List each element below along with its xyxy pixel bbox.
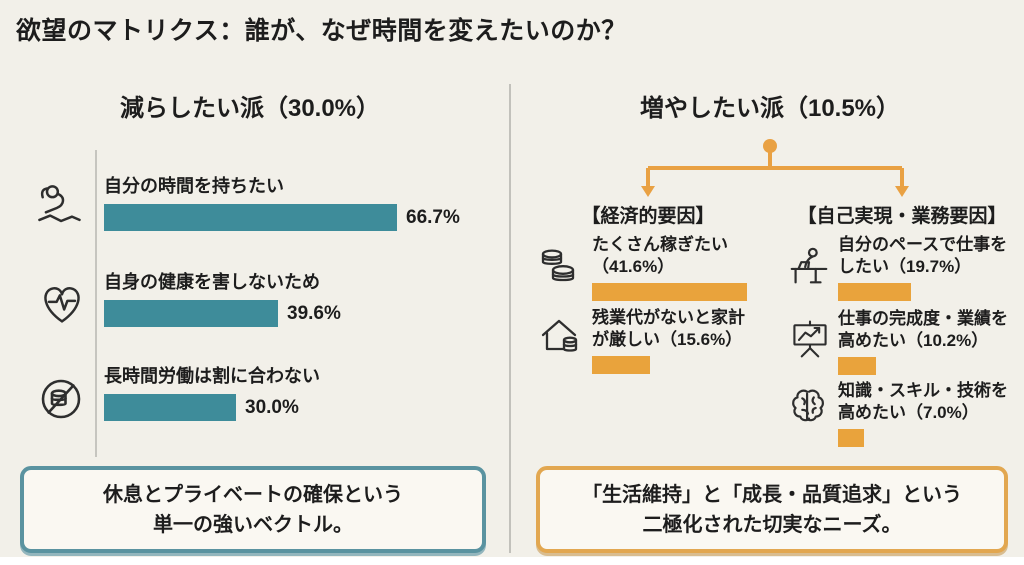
reduce-summary-box: 休息とプライベートの確保という 単一の強いベクトル。 [20,466,486,553]
bar-skills [838,429,864,447]
increase-item-work-quality: 仕事の完成度・業績を 高めたい（10.2%） [838,308,1024,375]
bar-not-worth [104,394,236,421]
bar-own-time [104,204,397,231]
brain-icon [786,384,832,430]
bottom-margin [0,557,1024,565]
left-axis-line [95,150,97,457]
right-panel-header: 増やしたい派（10.5%） [639,95,901,122]
increase-item-household-budget: 残業代がないと家計 が厳しい（15.6%） [592,307,802,374]
bar-work-quality [838,357,876,375]
bar-earn-more [592,283,747,301]
bar-label: 長時間労働は割に合わない [104,366,320,386]
item-label: 仕事の完成度・業績を 高めたい（10.2%） [838,309,1008,350]
no-overtime-pay-icon [34,372,88,426]
bar-value: 39.6% [287,302,341,324]
house-coins-icon [538,314,586,362]
bar-household-budget [592,356,650,374]
item-label: たくさん稼ぎたい （41.6%） [592,235,728,276]
heart-pulse-icon [36,277,88,329]
bar-health [104,300,278,327]
increase-item-skills: 知識・スキル・技術を 高めたい（7.0%） [838,380,1024,447]
increase-summary-box: 「生活維持」と「成長・品質追求」という 二極化された切実なニーズ。 [536,466,1008,553]
branch-label-economic: 【経済的要因】 [581,206,715,227]
performance-chart-icon [788,317,832,361]
panel-divider [509,84,511,553]
coin-stack-icon [534,243,582,291]
bar-value: 66.7% [406,206,460,228]
branch-label-self-realization: 【自己実現・業務要因】 [797,206,1007,227]
reduce-row-not-worth: 長時間労働は割に合わない 30.0% [104,362,504,421]
relaxing-person-icon [34,182,86,234]
branch-connector [641,139,909,197]
bar-label: 自身の健康を害しないため [104,272,320,292]
left-panel-header: 減らしたい派（30.0%） [119,95,381,122]
increase-item-own-pace: 自分のペースで仕事を したい（19.7%） [838,234,1024,301]
item-label: 自分のペースで仕事を したい（19.7%） [838,235,1008,276]
desk-worker-icon [786,244,832,290]
reduce-row-own-time: 自分の時間を持ちたい 66.7% [104,172,504,231]
page-title: 欲望のマトリクス：誰が、なぜ時間を変えたいのか？ [16,17,627,45]
item-label: 残業代がないと家計 が厳しい（15.6%） [592,308,745,349]
bar-value: 30.0% [245,396,299,418]
item-label: 知識・スキル・技術を 高めたい（7.0%） [838,381,1008,422]
reduce-row-health: 自身の健康を害しないため 39.6% [104,268,504,327]
bar-own-pace [838,283,911,301]
increase-item-earn-more: たくさん稼ぎたい （41.6%） [592,234,802,301]
bar-label: 自分の時間を持ちたい [104,176,284,196]
